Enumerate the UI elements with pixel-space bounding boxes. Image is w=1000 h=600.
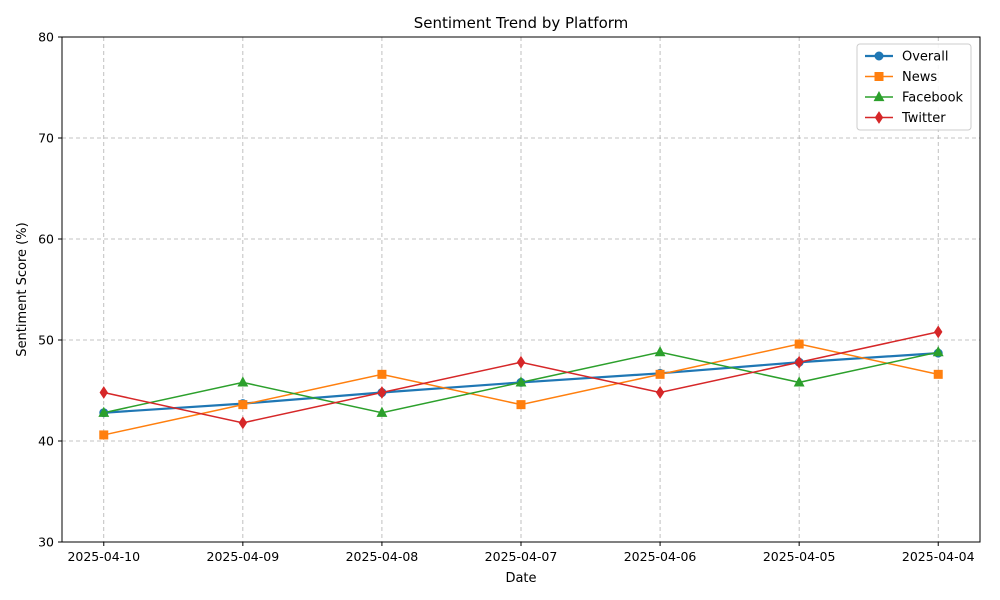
legend-marker bbox=[874, 111, 884, 124]
data-point bbox=[934, 325, 943, 339]
legend: Overall News Facebook Twitter bbox=[856, 43, 972, 131]
data-point bbox=[793, 376, 805, 387]
legend-marker bbox=[874, 51, 884, 61]
x-tick-label: 2025-04-05 bbox=[763, 549, 836, 564]
data-point bbox=[99, 430, 109, 440]
series-layer bbox=[98, 325, 944, 440]
data-point bbox=[654, 346, 666, 357]
legend-label: Twitter bbox=[901, 111, 946, 126]
series-twitter bbox=[99, 325, 943, 430]
y-tick-label: 60 bbox=[38, 232, 54, 247]
x-axis-title: Date bbox=[505, 571, 536, 586]
x-tick-label: 2025-04-04 bbox=[902, 549, 975, 564]
y-tick-label: 30 bbox=[38, 535, 54, 550]
data-point bbox=[516, 400, 526, 410]
data-point bbox=[376, 406, 388, 417]
legend-label: News bbox=[902, 70, 937, 85]
legend-label: Facebook bbox=[902, 91, 964, 106]
data-point bbox=[794, 339, 804, 349]
data-point bbox=[238, 416, 248, 430]
series-facebook bbox=[98, 346, 944, 417]
data-point bbox=[515, 376, 527, 387]
y-tick-label: 80 bbox=[38, 30, 54, 45]
data-point bbox=[655, 386, 665, 399]
legend-label: Overall bbox=[902, 50, 948, 65]
y-tick-label: 40 bbox=[38, 434, 54, 449]
data-point bbox=[98, 406, 110, 417]
data-point bbox=[377, 386, 387, 399]
legend-marker bbox=[873, 90, 885, 102]
x-tick-label: 2025-04-10 bbox=[67, 549, 140, 564]
data-point bbox=[377, 369, 387, 379]
data-point bbox=[933, 369, 943, 379]
data-point bbox=[99, 386, 108, 399]
x-tick-label: 2025-04-08 bbox=[346, 549, 419, 564]
y-axis-title: Sentiment Score (%) bbox=[15, 222, 30, 356]
y-tick-label: 50 bbox=[38, 333, 54, 348]
x-tick-label: 2025-04-09 bbox=[207, 549, 280, 564]
x-tick-label: 2025-04-06 bbox=[624, 549, 697, 564]
data-point bbox=[516, 355, 526, 369]
series-news bbox=[99, 339, 943, 440]
grid bbox=[62, 36, 980, 543]
data-point bbox=[655, 369, 665, 379]
legend-item: Twitter bbox=[865, 111, 946, 126]
data-point bbox=[932, 346, 944, 357]
y-tick-label: 70 bbox=[38, 131, 54, 146]
legend-item: Facebook bbox=[865, 91, 964, 106]
legend-item: Overall bbox=[865, 50, 948, 65]
legend-item: News bbox=[865, 70, 937, 85]
legend-box bbox=[856, 43, 972, 131]
axis-ticks: 2025-04-10 2025-04-09 2025-04-08 2025-04-07… bbox=[38, 30, 975, 565]
chart-title: Sentiment Trend by Platform bbox=[414, 14, 629, 32]
x-tick-label: 2025-04-07 bbox=[485, 549, 558, 564]
data-point bbox=[794, 355, 804, 369]
data-point bbox=[237, 376, 249, 387]
data-point bbox=[238, 400, 248, 410]
legend-marker bbox=[874, 72, 884, 81]
